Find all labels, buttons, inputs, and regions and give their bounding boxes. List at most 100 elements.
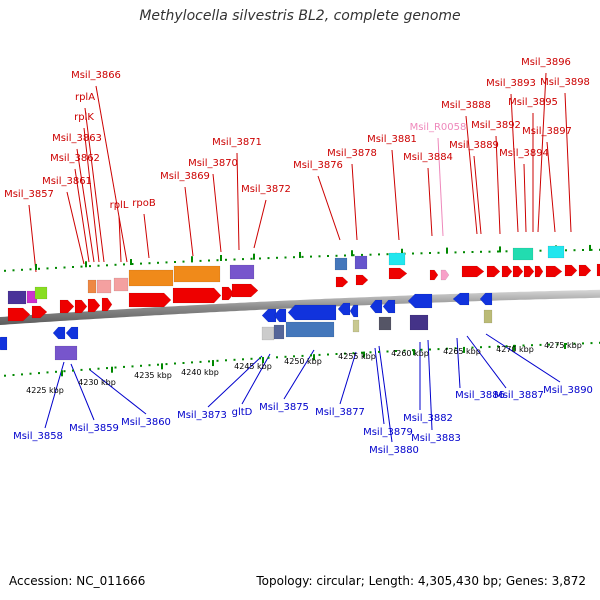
gene-label-rpla: rplA: [75, 92, 95, 103]
forward-gene: [440, 269, 450, 281]
reverse-gene: [382, 299, 396, 314]
gene-label-msil-3862: Msil_3862: [50, 153, 100, 164]
gene-label-rpll: rplL: [110, 200, 129, 211]
outer-scale-tick: [412, 252, 414, 255]
reverse-gene: [369, 299, 383, 314]
forward-gene: [335, 276, 349, 288]
topology-text: Topology: circular; Length: 4,305,430 bp…: [256, 574, 586, 588]
scale-label: 4260 kbp: [391, 349, 429, 358]
gene-label-msil-3880: Msil_3880: [369, 445, 419, 456]
outer-scale-tick: [12, 269, 15, 272]
callout-line-msil-3857: [28, 204, 37, 273]
callout-line-msil-3897: [546, 141, 556, 233]
inner-scale-tick: [233, 358, 236, 361]
gene-label-msil-3893: Msil_3893: [486, 78, 536, 89]
inner-major-tick: [262, 357, 264, 364]
callout-line-msil-3869: [184, 186, 194, 257]
gene-label-msil-3872: Msil_3872: [241, 184, 291, 195]
scale-label: 4275 kbp: [544, 341, 582, 350]
inner-major-tick: [161, 363, 163, 370]
gene-label-msil-3883: Msil_3883: [411, 433, 461, 444]
inner-scale-tick: [505, 345, 508, 348]
gene-label-rpob: rpoB: [132, 198, 156, 209]
callout-line-msil-3894: [523, 163, 527, 233]
inner-scale-tick: [539, 343, 542, 346]
reverse-gene: [65, 326, 79, 340]
gene-feature: [34, 286, 48, 300]
outer-major-tick: [351, 250, 353, 257]
gene-label-msil-3884: Msil_3884: [403, 152, 453, 163]
callout-line-msil-3892: [495, 135, 501, 235]
reverse-gene: [0, 336, 8, 351]
gene-label-msil-3861: Msil_3861: [42, 176, 92, 187]
outer-scale-tick: [72, 266, 74, 268]
outer-scale-tick: [174, 261, 176, 263]
inner-scale-tick: [556, 343, 559, 346]
outer-scale-tick: [233, 258, 236, 261]
inner-scale-tick: [310, 354, 312, 357]
forward-gene: [523, 265, 535, 278]
scale-label: 4225 kbp: [26, 386, 64, 395]
inner-scale-tick: [191, 361, 193, 364]
outer-scale-tick: [89, 265, 91, 268]
outer-scale-tick: [318, 255, 321, 258]
outer-scale-tick: [386, 253, 389, 256]
outer-scale-tick: [497, 250, 499, 253]
inner-scale-tick: [548, 343, 550, 346]
outer-scale-tick: [301, 255, 304, 258]
outer-major-tick: [589, 244, 591, 251]
scale-label: 4250 kbp: [284, 357, 322, 366]
inner-scale-tick: [55, 370, 57, 373]
gene-feature: [273, 324, 285, 340]
gene-label-msil-3873: Msil_3873: [177, 410, 227, 421]
reverse-gene: [337, 302, 351, 316]
gene-feature: [54, 345, 78, 361]
inner-major-tick: [513, 344, 515, 351]
callout-line-msil-3877: [339, 351, 357, 405]
inner-scale-tick: [437, 348, 440, 351]
inner-scale-tick: [531, 344, 533, 347]
outer-scale-tick: [106, 264, 108, 267]
outer-scale-tick: [565, 249, 567, 252]
outer-scale-tick: [573, 249, 576, 252]
callout-line-msil-3880: [378, 345, 393, 443]
gene-feature: [87, 279, 97, 294]
callout-line-msil-3876: [317, 175, 341, 241]
forward-gene: [172, 287, 222, 304]
inner-scale-tick: [335, 353, 338, 355]
callout-line-msil-3871: [236, 152, 240, 251]
inner-scale-tick: [352, 352, 355, 355]
outer-scale-tick: [63, 266, 66, 269]
inner-scale-tick: [140, 364, 142, 367]
inner-scale-tick: [225, 359, 227, 362]
inner-scale-tick: [80, 368, 83, 371]
inner-scale-tick: [318, 353, 321, 356]
inner-scale-tick: [250, 357, 253, 360]
inner-major-tick: [564, 342, 566, 349]
gene-label-msil-3888: Msil_3888: [441, 100, 491, 111]
inner-scale-tick: [106, 367, 108, 370]
outer-scale-tick: [590, 248, 593, 251]
gene-label-msil-3879: Msil_3879: [363, 427, 413, 438]
reverse-gene: [287, 304, 337, 321]
callout-line-msil-3875: [283, 349, 315, 400]
gene-label-msil-3871: Msil_3871: [212, 137, 262, 148]
outer-major-tick: [85, 261, 87, 268]
gene-label-msil-3859: Msil_3859: [69, 423, 119, 434]
callout-line-msil-3890: [485, 333, 561, 383]
gene-feature: [334, 257, 348, 271]
outer-scale-tick: [505, 250, 508, 253]
gene-feature: [483, 309, 493, 324]
reverse-gene: [452, 292, 470, 306]
outer-major-tick: [130, 259, 132, 266]
gene-feature: [354, 255, 368, 270]
outer-scale-tick: [429, 252, 431, 254]
accession-text: Accession: NC_011666: [9, 574, 146, 588]
forward-gene: [31, 305, 48, 319]
outer-scale-tick: [437, 251, 440, 254]
gene-label-msil-3894: Msil_3894: [499, 148, 549, 159]
gene-label-msil-3895: Msil_3895: [508, 97, 558, 108]
inner-scale-tick: [165, 363, 168, 366]
inner-scale-tick: [378, 350, 380, 353]
